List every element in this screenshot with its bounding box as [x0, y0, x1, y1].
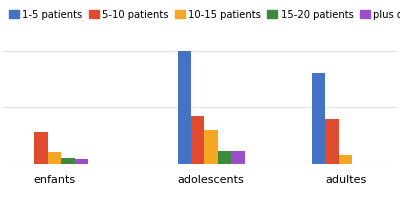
- Bar: [48, 153, 61, 164]
- Bar: [34, 132, 48, 164]
- Bar: [191, 117, 204, 164]
- Bar: [204, 130, 218, 164]
- Bar: [61, 158, 74, 164]
- Bar: [178, 51, 191, 164]
- Bar: [339, 155, 352, 164]
- Bar: [231, 152, 245, 164]
- Bar: [218, 152, 231, 164]
- Bar: [312, 74, 326, 164]
- Bar: [326, 119, 339, 164]
- Legend: 1-5 patients, 5-10 patients, 10-15 patients, 15-20 patients, plus de 20: 1-5 patients, 5-10 patients, 10-15 patie…: [9, 10, 400, 20]
- Bar: [74, 159, 88, 164]
